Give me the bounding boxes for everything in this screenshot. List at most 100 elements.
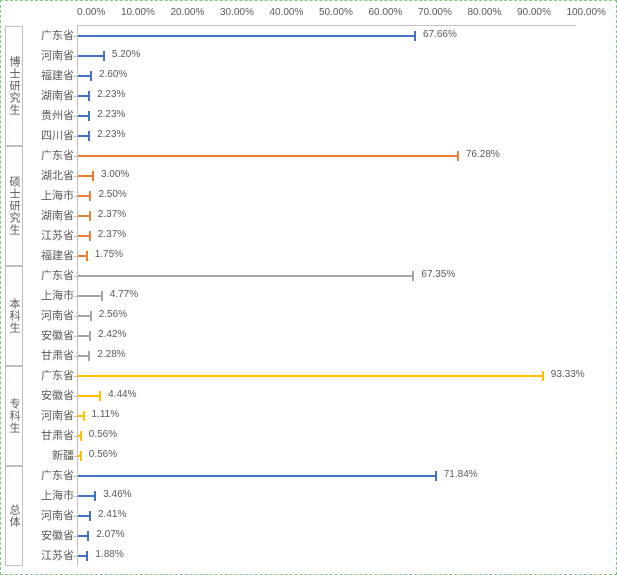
- bar-row: 四川省2.23%: [77, 126, 576, 146]
- group: 硕士研究生广东省76.28%湖北省3.00%上海市2.50%湖南省2.37%江苏…: [77, 146, 576, 266]
- bar-end-marker: [87, 531, 89, 541]
- x-axis-tick-label: 10.00%: [121, 7, 155, 21]
- bar-row: 河南省1.11%: [77, 406, 576, 426]
- bar-row: 安徽省2.42%: [77, 326, 576, 346]
- bar-end-marker: [414, 31, 416, 41]
- value-label: 4.44%: [108, 389, 136, 400]
- category-label: 上海市: [28, 186, 74, 206]
- bar-end-marker: [88, 351, 90, 361]
- value-label: 2.23%: [97, 109, 125, 120]
- group: 博士研究生广东省67.66%河南省5.20%福建省2.60%湖南省2.23%贵州…: [77, 26, 576, 146]
- bar-end-marker: [88, 91, 90, 101]
- value-label: 2.37%: [98, 229, 126, 240]
- category-label: 福建省: [28, 246, 74, 266]
- category-label: 福建省: [28, 66, 74, 86]
- bar: [78, 35, 415, 37]
- bar: [78, 495, 95, 497]
- x-axis-tick-label: 90.00%: [517, 7, 551, 21]
- group-label: 硕士研究生: [5, 146, 23, 266]
- category-label: 湖北省: [28, 166, 74, 186]
- bar-row: 广东省67.35%: [77, 266, 576, 286]
- bar-end-marker: [103, 51, 105, 61]
- category-label: 湖南省: [28, 206, 74, 226]
- group: 专科生广东省93.33%安徽省4.44%河南省1.11%甘肃省0.56%新疆0.…: [77, 366, 576, 466]
- bar: [78, 375, 543, 377]
- category-label: 安徽省: [28, 386, 74, 406]
- category-label: 江苏省: [28, 546, 74, 566]
- value-label: 2.41%: [98, 509, 126, 520]
- bar-end-marker: [90, 311, 92, 321]
- category-label: 新疆: [28, 446, 74, 466]
- x-axis-tick-label: 30.00%: [220, 7, 254, 21]
- bar-row: 上海市3.46%: [77, 486, 576, 506]
- value-label: 5.20%: [112, 49, 140, 60]
- bar-row: 上海市2.50%: [77, 186, 576, 206]
- bar: [78, 155, 458, 157]
- bar-end-marker: [542, 371, 544, 381]
- value-label: 3.46%: [103, 489, 131, 500]
- category-label: 甘肃省: [28, 426, 74, 446]
- category-label: 安徽省: [28, 526, 74, 546]
- category-label: 四川省: [28, 126, 74, 146]
- value-label: 2.50%: [98, 189, 126, 200]
- bar-row: 湖南省2.23%: [77, 86, 576, 106]
- category-label: 河南省: [28, 406, 74, 426]
- category-label: 上海市: [28, 486, 74, 506]
- group: 本科生广东省67.35%上海市4.77%河南省2.56%安徽省2.42%甘肃省2…: [77, 266, 576, 366]
- bar: [78, 275, 413, 277]
- x-axis-tick-label: 50.00%: [319, 7, 353, 21]
- x-axis-tick-label: 20.00%: [170, 7, 204, 21]
- category-label: 广东省: [28, 26, 74, 46]
- value-label: 2.23%: [97, 89, 125, 100]
- bar-end-marker: [89, 511, 91, 521]
- bar-end-marker: [80, 451, 82, 461]
- value-label: 1.75%: [95, 249, 123, 260]
- category-label: 甘肃省: [28, 346, 74, 366]
- bar-row: 湖南省2.37%: [77, 206, 576, 226]
- value-label: 2.07%: [96, 529, 124, 540]
- group-label: 本科生: [5, 266, 23, 366]
- value-label: 2.60%: [99, 69, 127, 80]
- bar: [78, 175, 93, 177]
- bar-end-marker: [412, 271, 414, 281]
- category-label: 广东省: [28, 146, 74, 166]
- value-label: 4.77%: [110, 289, 138, 300]
- value-label: 76.28%: [466, 149, 500, 160]
- value-label: 2.28%: [97, 349, 125, 360]
- bar-row: 河南省2.56%: [77, 306, 576, 326]
- x-axis-tick-label: 100.00%: [566, 7, 605, 21]
- value-label: 0.56%: [89, 429, 117, 440]
- bar-row: 广东省67.66%: [77, 26, 576, 46]
- bar-row: 河南省2.41%: [77, 506, 576, 526]
- value-label: 2.23%: [97, 129, 125, 140]
- bar-row: 广东省76.28%: [77, 146, 576, 166]
- bar-end-marker: [80, 431, 82, 441]
- group-label: 专科生: [5, 366, 23, 466]
- value-label: 0.56%: [89, 449, 117, 460]
- bar: [78, 475, 436, 477]
- value-label: 2.42%: [98, 329, 126, 340]
- bar-end-marker: [86, 551, 88, 561]
- category-label: 贵州省: [28, 106, 74, 126]
- category-label: 上海市: [28, 286, 74, 306]
- value-label: 67.35%: [421, 269, 455, 280]
- bar-end-marker: [89, 191, 91, 201]
- category-label: 广东省: [28, 266, 74, 286]
- bar-row: 广东省71.84%: [77, 466, 576, 486]
- bar-row: 江苏省2.37%: [77, 226, 576, 246]
- bar-row: 贵州省2.23%: [77, 106, 576, 126]
- group-label: 博士研究生: [5, 26, 23, 146]
- value-label: 1.88%: [95, 549, 123, 560]
- value-label: 2.37%: [98, 209, 126, 220]
- value-label: 67.66%: [423, 29, 457, 40]
- bar-end-marker: [83, 411, 85, 421]
- bar-row: 安徽省4.44%: [77, 386, 576, 406]
- group-label: 总体: [5, 466, 23, 566]
- category-label: 湖南省: [28, 86, 74, 106]
- value-label: 1.11%: [92, 409, 120, 420]
- bar-end-marker: [94, 491, 96, 501]
- x-axis-tick-label: 80.00%: [467, 7, 501, 21]
- bar-end-marker: [92, 171, 94, 181]
- bar-end-marker: [86, 251, 88, 261]
- x-axis-tick-label: 0.00%: [77, 7, 105, 21]
